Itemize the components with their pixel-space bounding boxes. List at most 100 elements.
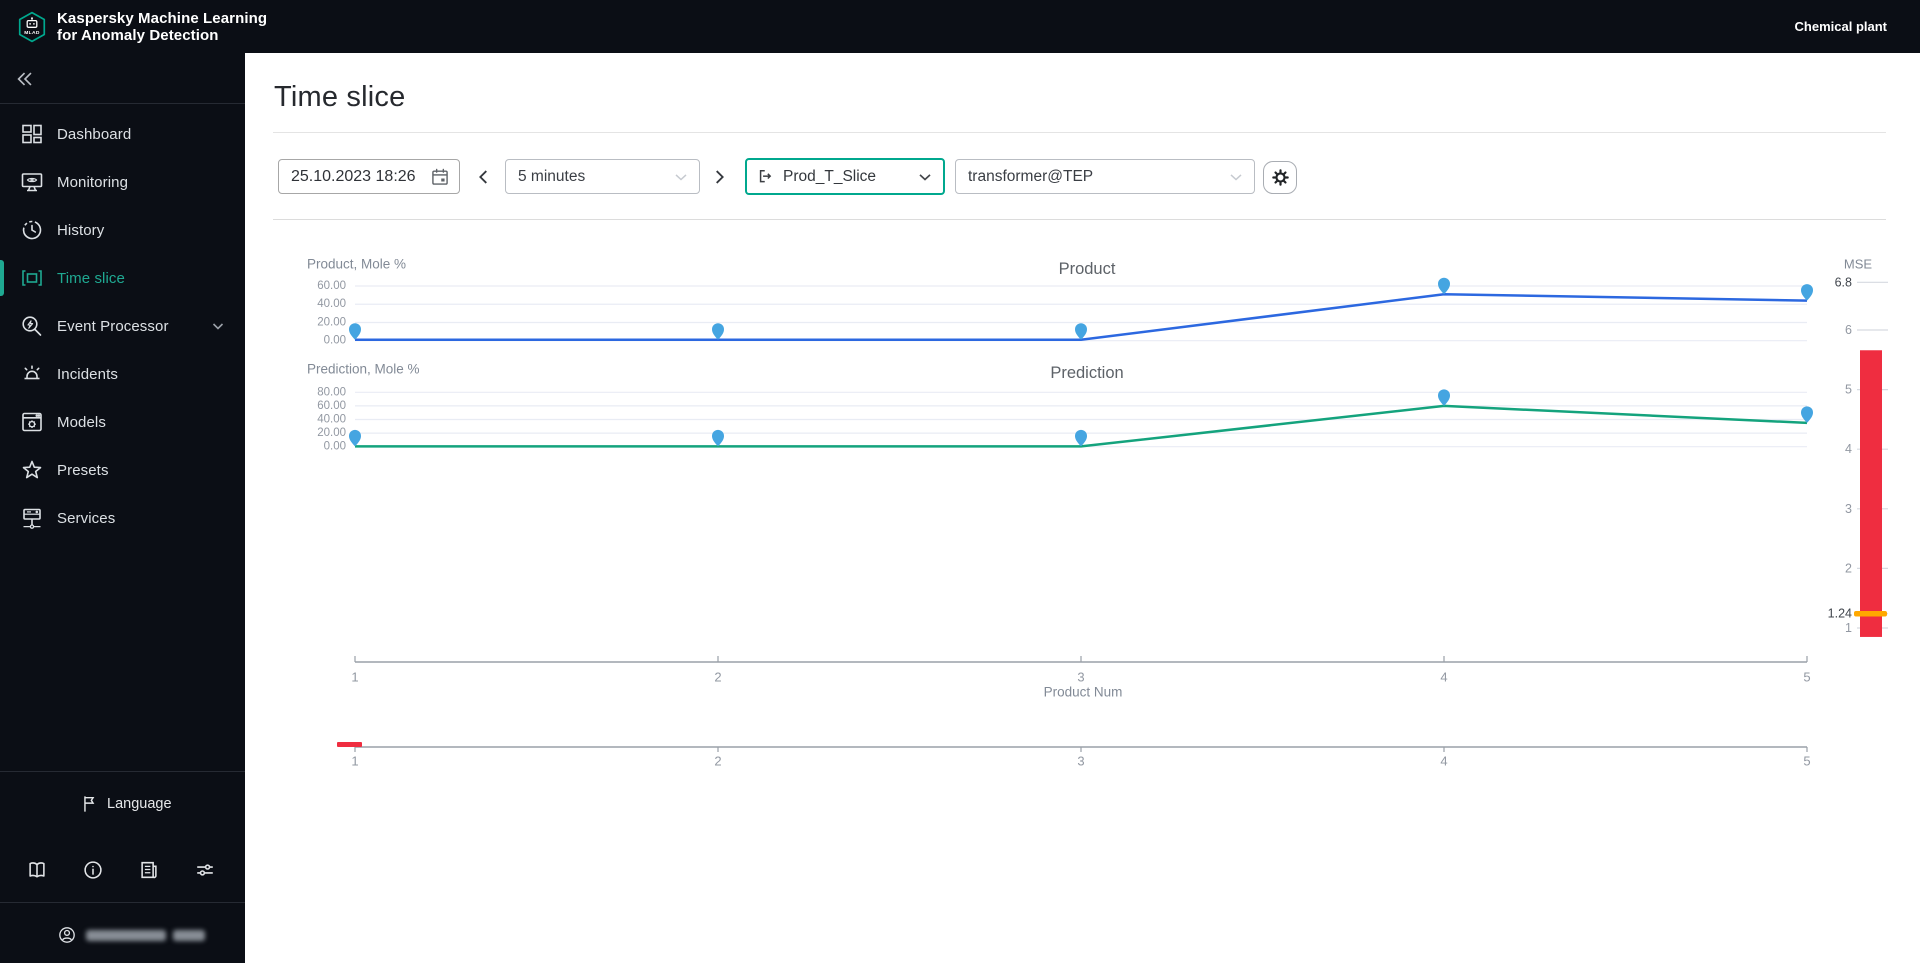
user-email-redacted [173,929,205,941]
x-axis-tick-label: 1 [351,670,358,685]
user-account[interactable] [0,917,245,953]
mse-tick-label: 4 [1845,442,1852,456]
interval-select[interactable]: 5 minutes [505,159,700,194]
slice-select[interactable]: Prod_T_Slice [745,158,945,195]
sidebar-item-presets[interactable]: Presets [0,446,245,494]
main-content: Time slice 25.10.2023 18:26 5 minutes [245,53,1920,963]
brand[interactable]: MLAD Kaspersky Machine Learning for Anom… [0,10,267,44]
model-select[interactable]: transformer@TEP [955,159,1255,194]
mse-tick-label: 5 [1845,383,1852,397]
divider [0,902,245,903]
mse-value-label: 6.8 [1835,275,1852,289]
mse-tick-label: 3 [1845,502,1852,516]
divider [0,103,245,104]
language-button[interactable]: Language [0,786,245,822]
prediction-data-point-marker[interactable] [1075,429,1087,447]
prediction-data-point-marker[interactable] [349,429,361,447]
product-data-point-marker[interactable] [349,323,361,340]
product-ytick-label: 0.00 [324,335,346,347]
monitoring-icon [20,170,44,194]
models-icon [20,410,44,434]
chevron-down-icon[interactable] [211,319,225,333]
brush-selection[interactable] [337,742,362,747]
chevron-down-icon [915,167,935,187]
slice-value: Prod_T_Slice [783,167,877,185]
environment-label: Chemical plant [1794,19,1887,34]
prediction-data-point-marker[interactable] [712,429,724,447]
mse-tick-label: 6 [1845,323,1852,337]
sidebar-item-label: Monitoring [57,173,129,191]
divider [0,771,245,772]
sidebar-collapse-button[interactable] [14,65,44,93]
settings-sliders-button[interactable] [187,852,223,888]
event-processor-icon [20,314,44,338]
product-axis-unit-label: Product, Mole % [307,257,406,272]
mse-bar[interactable] [1860,350,1882,637]
chevron-left-icon [473,166,497,188]
sidebar-item-services[interactable]: Services [0,494,245,542]
sidebar: Dashboard Monitoring History [0,53,245,963]
news-button[interactable] [131,852,167,888]
sidebar-item-label: Dashboard [57,125,132,143]
product-ytick-label: 40.00 [317,298,346,310]
product-ytick-label: 20.00 [317,316,346,328]
dashboard-icon [20,122,44,146]
flag-icon [80,794,107,814]
next-interval-button[interactable] [708,165,732,189]
page-title: Time slice [274,81,406,113]
prediction-data-point-marker[interactable] [1801,406,1813,423]
sidebar-item-monitoring[interactable]: Monitoring [0,158,245,206]
sidebar-item-time-slice[interactable]: Time slice [0,254,245,302]
x-axis-tick-label: 4 [1440,670,1447,685]
prediction-ytick-label: 60.00 [317,400,346,412]
services-icon [20,506,44,530]
export-slice-icon [756,167,776,187]
product-data-point-marker[interactable] [1438,277,1450,295]
language-label: Language [107,796,172,812]
time-slice-icon [20,266,44,290]
open-book-icon [26,859,48,881]
mse-tick-label: 2 [1845,561,1852,575]
divider [273,132,1886,133]
person-circle-icon [57,925,77,945]
brush-tick-label: 4 [1440,754,1447,769]
prediction-ytick-label: 0.00 [324,441,346,453]
product-chart-title: Product [1059,260,1116,278]
sidebar-item-models[interactable]: Models [0,398,245,446]
info-circle-icon [82,859,104,881]
product-data-point-marker[interactable] [1801,284,1813,301]
prediction-ytick-label: 20.00 [317,427,346,439]
brush-tick-label: 5 [1803,754,1810,769]
sidebar-item-dashboard[interactable]: Dashboard [0,110,245,158]
info-button[interactable] [75,852,111,888]
sidebar-item-history[interactable]: History [0,206,245,254]
docs-book-button[interactable] [19,852,55,888]
datetime-value: 25.10.2023 18:26 [291,167,416,185]
datetime-input[interactable]: 25.10.2023 18:26 [278,159,460,194]
model-value: transformer@TEP [968,167,1094,185]
mse-tick-label: 1 [1845,621,1852,635]
product-data-point-marker[interactable] [1075,323,1087,340]
prediction-ytick-label: 40.00 [317,414,346,426]
topbar: MLAD Kaspersky Machine Learning for Anom… [0,0,1920,53]
prev-interval-button[interactable] [473,165,497,189]
prediction-data-point-marker[interactable] [1438,389,1450,406]
sidebar-item-event-processor[interactable]: Event Processor [0,302,245,350]
product-data-point-marker[interactable] [712,323,724,340]
chevron-down-icon [671,167,691,187]
mse-title: MSE [1844,257,1873,272]
sidebar-menu: Dashboard Monitoring History [0,110,245,542]
news-icon [138,859,160,881]
sliders-icon [194,859,216,881]
chart-settings-button[interactable] [1263,161,1297,194]
prediction-chart-title: Prediction [1050,364,1123,382]
x-axis-tick-label: 3 [1077,670,1084,685]
sidebar-item-label: History [57,221,105,239]
x-axis-tick-label: 2 [714,670,721,685]
sidebar-item-incidents[interactable]: Incidents [0,350,245,398]
chevron-down-icon [1226,167,1246,187]
sidebar-item-label: Time slice [57,269,125,287]
calendar-icon [430,167,450,187]
sidebar-item-label: Incidents [57,365,118,383]
app-title-line1: Kaspersky Machine Learning [57,9,268,27]
